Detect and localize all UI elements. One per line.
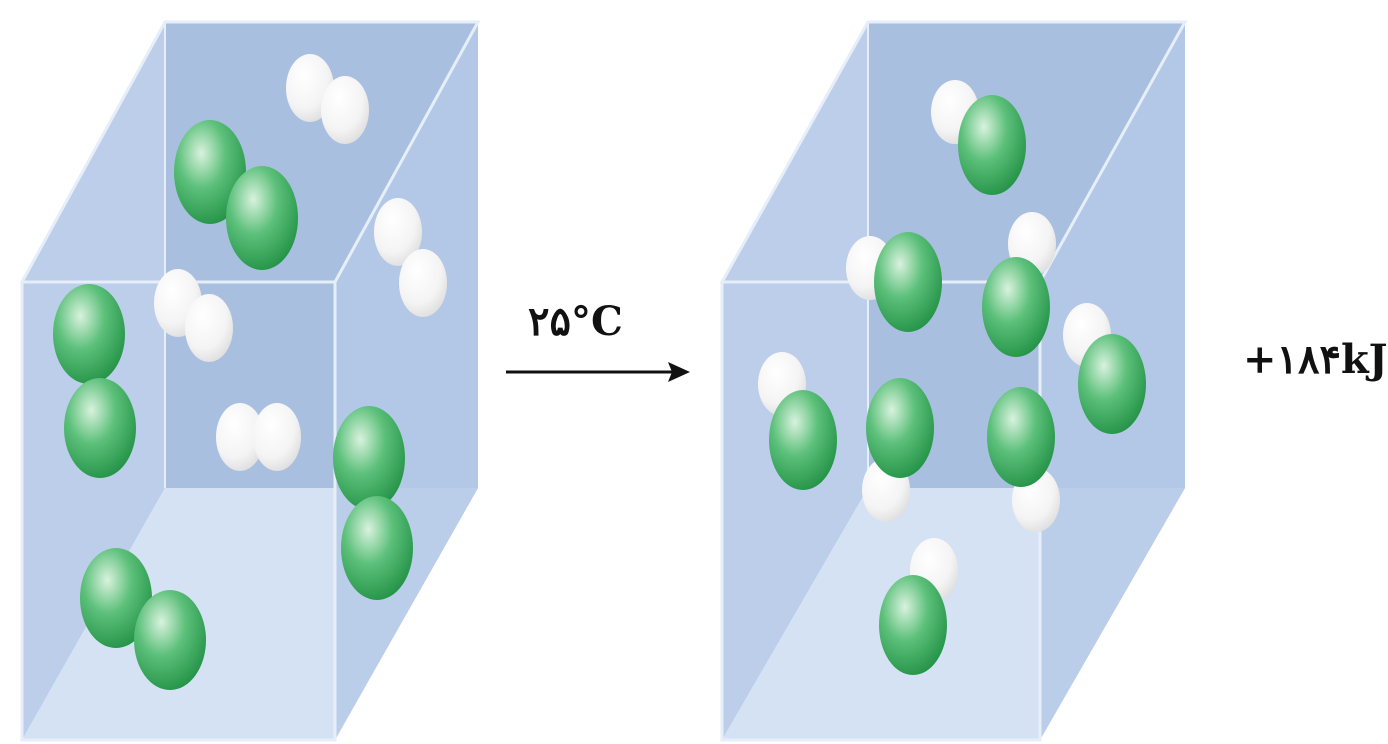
product-molecule	[862, 378, 934, 522]
reactant-green-molecule	[80, 548, 206, 690]
reactant-white-molecule	[216, 403, 301, 471]
reactant-white-molecule	[154, 269, 233, 362]
reactant-white-molecule	[374, 198, 447, 317]
product-molecule	[1063, 303, 1146, 434]
product-molecule	[982, 212, 1056, 357]
product-molecule	[931, 80, 1026, 195]
reactant-green-molecule	[53, 284, 136, 478]
reactant-white-molecule	[286, 54, 369, 144]
product-molecule	[879, 538, 958, 675]
reactant-green-molecule	[174, 120, 298, 270]
reaction-condition-label: ۲۵°C	[528, 298, 623, 345]
product-molecule	[846, 232, 942, 332]
reaction-arrow	[506, 362, 690, 382]
reaction-energy-label: +۱۸۴kJ	[1243, 336, 1388, 383]
product-molecule	[758, 352, 837, 490]
product-molecule	[987, 387, 1060, 532]
reactant-green-molecule	[333, 406, 413, 600]
reactant-box-front-edge	[20, 280, 337, 742]
